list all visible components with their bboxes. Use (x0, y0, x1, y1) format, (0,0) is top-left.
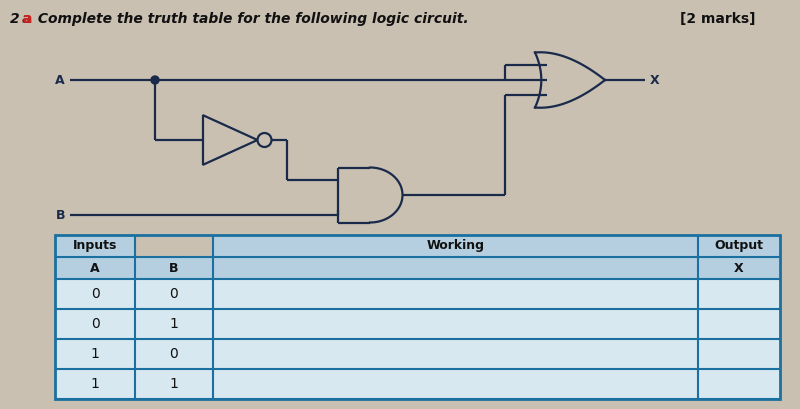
Text: B: B (55, 209, 65, 222)
Bar (213, 257, 698, 279)
Text: [2 marks]: [2 marks] (680, 12, 755, 26)
Text: Working: Working (426, 240, 485, 252)
Text: B: B (170, 261, 178, 274)
Text: 0: 0 (170, 347, 178, 361)
Text: A: A (55, 74, 65, 86)
Bar (55, 369, 780, 399)
Text: 0: 0 (170, 287, 178, 301)
Text: Complete the truth table for the following logic circuit.: Complete the truth table for the followi… (33, 12, 469, 26)
Text: 1: 1 (90, 377, 99, 391)
Text: Output: Output (714, 240, 763, 252)
Text: 1: 1 (170, 317, 178, 331)
Bar (55, 257, 135, 279)
Text: 1: 1 (170, 377, 178, 391)
Text: 2: 2 (10, 12, 25, 26)
Bar (55, 235, 780, 399)
Text: Inputs: Inputs (73, 240, 117, 252)
Circle shape (151, 76, 159, 84)
Text: 0: 0 (90, 287, 99, 301)
Bar (55, 235, 135, 257)
Text: X: X (734, 261, 744, 274)
Text: a: a (22, 12, 31, 26)
Text: A: A (90, 261, 100, 274)
Text: 1: 1 (90, 347, 99, 361)
Bar (698, 257, 780, 279)
Text: a: a (22, 12, 31, 26)
Bar (55, 279, 780, 309)
Text: X: X (650, 74, 660, 86)
Bar (135, 257, 213, 279)
Bar (213, 235, 698, 257)
Bar (698, 235, 780, 257)
Bar (55, 309, 780, 339)
Text: 0: 0 (90, 317, 99, 331)
Bar (55, 339, 780, 369)
